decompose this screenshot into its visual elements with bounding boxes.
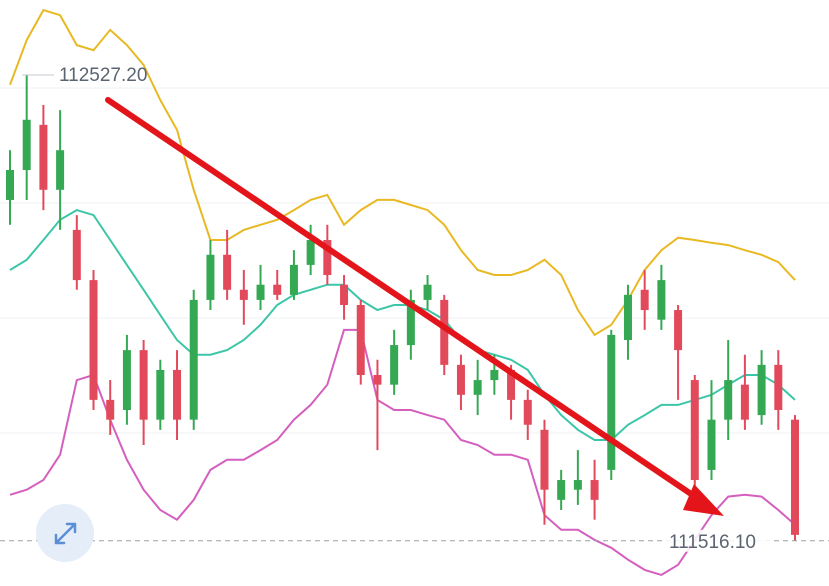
candle-body: [106, 399, 115, 420]
candle-body: [173, 369, 182, 420]
candle-body: [390, 345, 399, 385]
arrow-head: [683, 484, 724, 516]
candle-body: [607, 334, 616, 470]
candle-body: [89, 280, 98, 400]
candle-body: [239, 289, 248, 300]
candle-body: [674, 310, 683, 351]
candle-body: [740, 384, 749, 420]
candle-body: [340, 284, 349, 305]
low-label-bg: [664, 529, 774, 552]
candle-body: [273, 284, 282, 295]
candle-body: [440, 299, 449, 365]
candle-body: [156, 369, 165, 420]
candle-body: [189, 299, 198, 420]
expand-button[interactable]: [36, 504, 94, 562]
candle-body: [791, 419, 799, 535]
candle-body: [573, 480, 582, 490]
candle-body: [139, 350, 148, 420]
candle-body: [523, 399, 532, 425]
upper-band: [9, 8, 796, 337]
candle-body: [640, 289, 649, 311]
candle-body: [22, 119, 31, 170]
candle-body: [724, 380, 733, 420]
candle-body: [122, 350, 131, 411]
middle-band: [9, 209, 796, 441]
candle-body: [39, 124, 48, 190]
candle-body: [72, 229, 81, 281]
candle-body: [256, 284, 265, 300]
candle-body: [306, 240, 315, 265]
candle-body: [373, 375, 382, 385]
low-marker-label: 111516.10: [669, 532, 756, 553]
high-marker-label: 112527.20: [59, 65, 147, 86]
plot: 112527.20 111516.10: [0, 8, 829, 576]
candle-body: [323, 240, 332, 276]
candle-body: [223, 254, 232, 290]
candle-body: [690, 380, 699, 481]
candle-body: [423, 284, 432, 300]
expand-icon[interactable]: [54, 522, 77, 545]
candle-body: [507, 369, 516, 400]
candle-body: [590, 480, 599, 500]
candle-body: [774, 364, 783, 411]
lower-band: [9, 328, 796, 576]
candle-body: [490, 369, 499, 381]
candle-body: [456, 364, 465, 395]
trend-arrow: [105, 97, 724, 516]
candle-body: [356, 304, 365, 376]
candle-body: [707, 419, 716, 470]
candle-body: [757, 364, 766, 416]
candle-body: [206, 254, 215, 300]
arrow-shaft: [105, 97, 703, 503]
candle-body: [6, 169, 14, 200]
candle-body: [557, 480, 566, 500]
candle-body: [623, 294, 632, 340]
candle-body: [56, 150, 65, 190]
candle-body: [540, 429, 549, 490]
candle-body: [473, 380, 482, 395]
candle-body: [406, 299, 415, 346]
candle-body: [289, 264, 298, 295]
candle-body: [657, 280, 666, 320]
